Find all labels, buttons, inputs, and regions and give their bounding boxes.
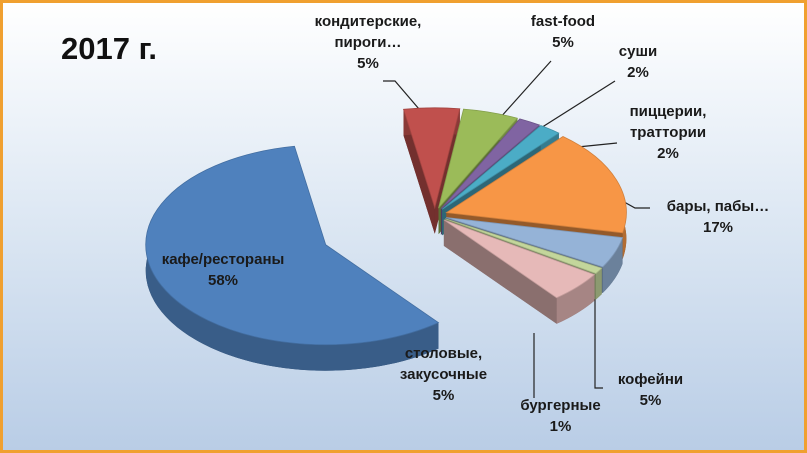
slice bbox=[403, 107, 461, 210]
slice-rim bbox=[595, 268, 602, 300]
value-label: 5% bbox=[357, 55, 379, 72]
slice-label: кондитерские, пироги… 5% bbox=[288, 11, 448, 74]
slice-label: суши 2% bbox=[603, 41, 673, 83]
value-label: 5% bbox=[432, 387, 455, 404]
slice bbox=[443, 219, 596, 299]
value-label: 5% bbox=[639, 392, 662, 409]
slice-rim bbox=[145, 146, 439, 371]
pie bbox=[145, 107, 627, 371]
slice bbox=[438, 108, 519, 209]
value-label: 5% bbox=[552, 34, 574, 51]
slice-label: кафе/рестораны 58% bbox=[143, 249, 303, 291]
slice bbox=[446, 217, 624, 268]
chart bbox=[145, 60, 650, 398]
value-label: 58% bbox=[207, 272, 239, 289]
category-label: кафе/рестораны bbox=[161, 251, 285, 268]
value-label: 1% bbox=[549, 418, 572, 435]
category-label: бары, пабы… bbox=[666, 198, 770, 215]
slice bbox=[445, 218, 603, 274]
slice bbox=[441, 125, 560, 210]
category-label: fast-food bbox=[530, 13, 596, 30]
category-label: столовые, закусочные bbox=[399, 345, 488, 383]
slice-label: бургерные 1% bbox=[503, 395, 618, 437]
slice-label: кофейни 5% bbox=[603, 369, 698, 411]
value-label: 2% bbox=[657, 145, 679, 162]
category-label: кондитерские, пироги… bbox=[314, 13, 422, 51]
value-label: 2% bbox=[627, 64, 649, 81]
slice-label: пиццерии, траттории 2% bbox=[613, 101, 723, 164]
category-label: бургерные bbox=[520, 397, 601, 414]
category-label: кофейни bbox=[617, 371, 684, 388]
value-label: 17% bbox=[702, 219, 734, 236]
slice-rim bbox=[556, 274, 595, 324]
slice bbox=[145, 145, 440, 346]
category-label: суши bbox=[618, 43, 658, 60]
slice-label: fast-food 5% bbox=[513, 11, 613, 53]
slice-label: столовые, закусочные 5% bbox=[381, 343, 506, 406]
slice-wall bbox=[403, 109, 435, 234]
leader-line bbox=[594, 298, 603, 389]
category-label: пиццерии, траттории bbox=[629, 103, 707, 141]
chart-title: 2017 г. bbox=[61, 31, 157, 66]
slice-rim bbox=[602, 237, 623, 293]
slice bbox=[445, 136, 627, 234]
slice-wall bbox=[443, 219, 557, 324]
slice bbox=[440, 118, 541, 210]
slice-label: бары, пабы… 17% bbox=[648, 196, 788, 238]
